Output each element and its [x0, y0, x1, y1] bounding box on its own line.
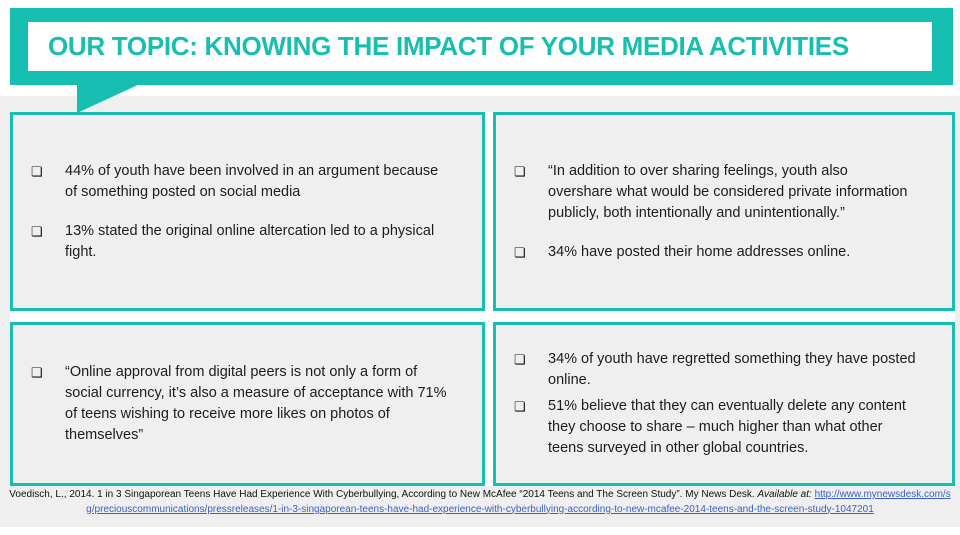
- citation-text: Voedisch, L., 2014. 1 in 3 Singaporean T…: [9, 489, 755, 500]
- page-title: OUR TOPIC: KNOWING THE IMPACT OF YOUR ME…: [48, 31, 849, 61]
- bullet-text: 34% have posted their home addresses onl…: [548, 243, 851, 260]
- fact-boxes-grid: ❏ 44% of youth have been involved in an …: [10, 112, 955, 486]
- bullet-text: 44% of youth have been involved in an ar…: [65, 162, 439, 200]
- bullet-list: ❏ 34% of youth have regretted something …: [496, 349, 952, 459]
- checkbox-bullet-icon: ❏: [31, 163, 43, 179]
- bullet-text: 34% of youth have regretted something th…: [548, 351, 916, 388]
- checkbox-bullet-icon: ❏: [514, 163, 526, 179]
- list-item: ❏ “Online approval from digital peers is…: [31, 362, 476, 446]
- checkbox-bullet-icon: ❏: [514, 399, 526, 414]
- list-item: ❏ 34% have posted their home addresses o…: [514, 242, 946, 263]
- list-item: ❏ 51% believe that they can eventually d…: [514, 396, 946, 459]
- fact-box-top-left: ❏ 44% of youth have been involved in an …: [10, 112, 485, 311]
- list-item: ❏ 13% stated the original online alterca…: [31, 221, 476, 263]
- list-item: ❏ 34% of youth have regretted something …: [514, 349, 946, 391]
- fact-box-top-right: ❏ “In addition to over sharing feelings,…: [493, 112, 955, 311]
- citation-link[interactable]: http://www.mynewsdesk.com/sg/preciouscom…: [86, 489, 951, 515]
- bullet-list: ❏ 44% of youth have been involved in an …: [13, 161, 482, 263]
- checkbox-bullet-icon: ❏: [31, 223, 43, 239]
- citation-available-at-label: Available at:: [757, 489, 812, 500]
- fact-box-bottom-right: ❏ 34% of youth have regretted something …: [493, 322, 955, 486]
- bullet-text: 13% stated the original online altercati…: [65, 222, 435, 260]
- checkbox-bullet-icon: ❏: [514, 244, 526, 260]
- list-item: ❏ “In addition to over sharing feelings,…: [514, 161, 946, 224]
- citation-footer: Voedisch, L., 2014. 1 in 3 Singaporean T…: [8, 488, 952, 517]
- checkbox-bullet-icon: ❏: [31, 365, 43, 380]
- bullet-text: “In addition to over sharing feelings, y…: [548, 162, 908, 221]
- bullet-text: “Online approval from digital peers is n…: [65, 364, 447, 443]
- checkbox-bullet-icon: ❏: [514, 352, 526, 367]
- fact-box-bottom-left: ❏ “Online approval from digital peers is…: [10, 322, 485, 486]
- bullet-text: 51% believe that they can eventually del…: [548, 398, 906, 456]
- title-box: OUR TOPIC: KNOWING THE IMPACT OF YOUR ME…: [28, 22, 932, 71]
- title-speech-bubble: OUR TOPIC: KNOWING THE IMPACT OF YOUR ME…: [10, 8, 953, 85]
- bullet-list: ❏ “Online approval from digital peers is…: [13, 362, 482, 446]
- bullet-list: ❏ “In addition to over sharing feelings,…: [496, 161, 952, 263]
- list-item: ❏ 44% of youth have been involved in an …: [31, 161, 476, 203]
